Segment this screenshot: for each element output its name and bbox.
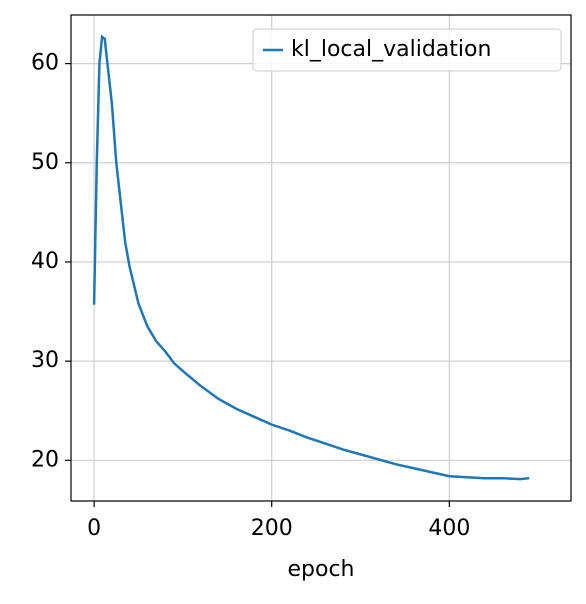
legend-box — [252, 28, 562, 72]
x-tick-label: 400 — [428, 516, 470, 541]
y-tick-label: 50 — [31, 150, 59, 175]
line — [92, 34, 530, 481]
plot-frame — [70, 14, 572, 502]
x-tick-label: 200 — [251, 516, 293, 541]
y-tick-label: 40 — [31, 249, 59, 274]
y-tick-label: 20 — [31, 447, 59, 472]
x-axis-label: epoch — [288, 557, 355, 582]
y-tick-label: 30 — [31, 348, 59, 373]
y-tick-label: 60 — [31, 51, 59, 76]
legend-label: kl_local_validation — [291, 37, 491, 62]
x-tick-label: 0 — [87, 516, 101, 541]
